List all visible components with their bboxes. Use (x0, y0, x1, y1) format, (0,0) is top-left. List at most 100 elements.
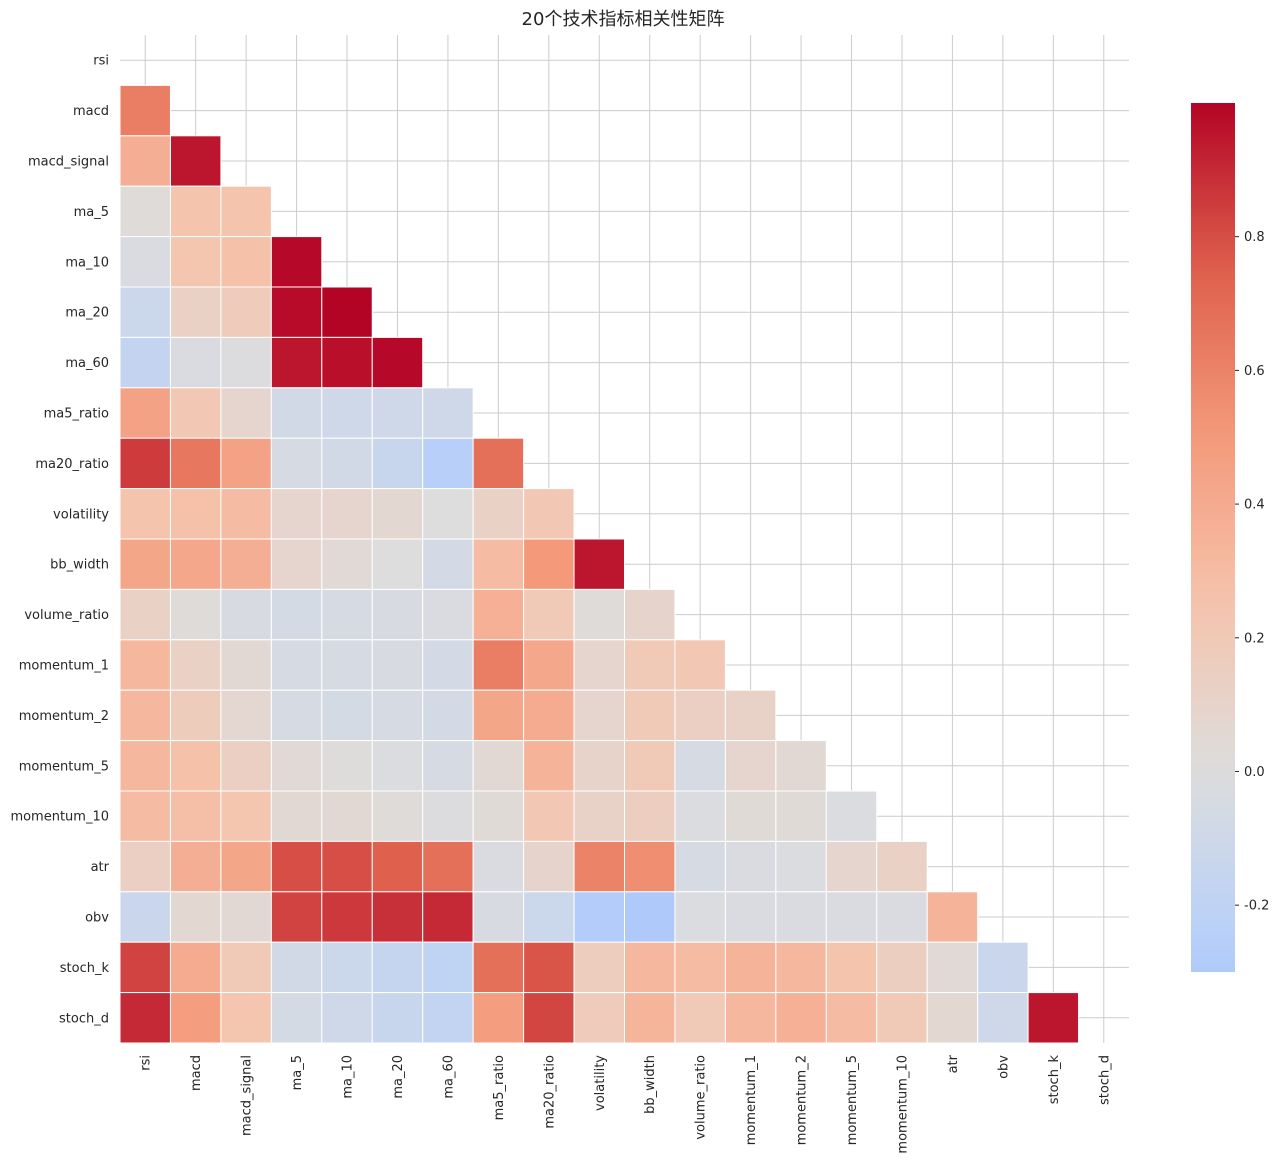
heatmap-cell-atr-volume_ratio (674, 840, 726, 893)
heatmap-cell-momentum_5-momentum_2 (775, 740, 827, 792)
heatmap-cell-stoch_d-momentum_10 (876, 992, 928, 1044)
heatmap-cell-momentum_5-ma5_ratio (472, 740, 525, 792)
heatmap-cell-momentum_5-macd_signal (220, 740, 272, 792)
heatmap-cell-momentum_1-ma_5 (270, 639, 323, 691)
heatmap-cell-momentum_10-rsi (119, 790, 171, 842)
heatmap-cell-ma_60-macd_signal (220, 336, 272, 389)
heatmap-cell-momentum_1-ma5_ratio (472, 639, 525, 691)
colorbar-tick-label: 0.8 (1244, 230, 1265, 245)
heatmap-cell-stoch_k-ma20_ratio (523, 941, 575, 994)
colorbar-tick-label: -0.2 (1244, 899, 1269, 914)
heatmap-cell-obv-ma_10 (321, 891, 373, 943)
heatmap-cell-ma_20-macd (169, 286, 222, 338)
heatmap-cell-ma_20-ma_5 (270, 286, 323, 338)
heatmap-cell-momentum_1-volume_ratio (674, 639, 726, 691)
heatmap-cell-momentum_10-ma5_ratio (472, 790, 525, 842)
heatmap-cell-atr-volatility (573, 840, 625, 893)
heatmap-cell-ma_10-ma_5 (270, 236, 323, 288)
heatmap-cell-ma_20-macd_signal (220, 286, 272, 338)
heatmap-cell-ma_60-ma_20 (371, 336, 424, 389)
heatmap-cell-stoch_d-momentum_1 (724, 992, 777, 1044)
heatmap-cell-atr-ma_10 (321, 840, 373, 893)
heatmap-cell-stoch_k-ma_60 (422, 941, 474, 994)
heatmap-cell-momentum_10-macd_signal (220, 790, 272, 842)
heatmap-cell-atr-ma_5 (270, 840, 323, 893)
heatmap-cell-volatility-macd (169, 488, 222, 540)
heatmap-cell-obv-volatility (573, 891, 625, 943)
heatmap-cell-atr-momentum_5 (825, 840, 878, 893)
heatmap-cell-momentum_10-bb_width (624, 790, 676, 842)
y-label-volume_ratio: volume_ratio (24, 608, 109, 623)
heatmap-cell-stoch_k-obv (977, 941, 1029, 994)
heatmap-cell-stoch_k-ma5_ratio (472, 941, 525, 994)
x-label-ma_10: ma_10 (341, 1055, 356, 1099)
heatmap-cell-obv-ma_5 (270, 891, 323, 943)
heatmap-cell-momentum_2-ma_60 (422, 689, 474, 742)
heatmap-cell-ma5_ratio-ma_10 (321, 387, 373, 439)
heatmap-cell-stoch_k-atr (926, 941, 979, 994)
heatmap-cell-momentum_2-ma_20 (371, 689, 424, 742)
heatmap-cell-obv-atr (926, 891, 979, 943)
heatmap-cell-stoch_d-stoch_k (1027, 992, 1080, 1044)
heatmap-cell-volume_ratio-volatility (573, 588, 625, 641)
heatmap-cell-stoch_d-ma5_ratio (472, 992, 525, 1044)
heatmap-cell-momentum_10-momentum_5 (825, 790, 878, 842)
heatmap-cell-stoch_k-ma_5 (270, 941, 323, 994)
heatmap-cell-momentum_1-ma_60 (422, 639, 474, 691)
heatmap-cell-volatility-ma_5 (270, 488, 323, 540)
y-label-ma20_ratio: ma20_ratio (35, 457, 109, 472)
heatmap-cell-atr-macd_signal (220, 840, 272, 893)
heatmap-cell-bb_width-ma_20 (371, 538, 424, 590)
heatmap-cell-stoch_k-volatility (573, 941, 625, 994)
heatmap-cell-stoch_k-momentum_1 (724, 941, 777, 994)
heatmap-cell-atr-momentum_2 (775, 840, 827, 893)
heatmap-cell-volatility-ma_60 (422, 488, 474, 540)
x-label-volatility: volatility (593, 1055, 608, 1111)
heatmap-cell-obv-momentum_1 (724, 891, 777, 943)
heatmap-cell-bb_width-rsi (119, 538, 171, 590)
colorbar-ticks: 0.8 0.6 0.4 0.2 0.0 -0.2 (1235, 230, 1269, 914)
heatmap-cell-stoch_d-ma_20 (371, 992, 424, 1044)
x-label-stoch_k: stoch_k (1047, 1055, 1062, 1105)
x-label-bb_width: bb_width (643, 1055, 658, 1114)
y-label-atr: atr (91, 860, 110, 875)
heatmap-cell-volatility-rsi (119, 488, 171, 540)
heatmap-cell-volume_ratio-ma_60 (422, 588, 474, 641)
heatmap-cell-ma5_ratio-macd_signal (220, 387, 272, 439)
heatmap-cell-momentum_1-volatility (573, 639, 625, 691)
heatmap-cell-macd_signal-macd (169, 135, 222, 187)
heatmap-cell-momentum_2-macd_signal (220, 689, 272, 742)
heatmap-cell-momentum_5-volume_ratio (674, 740, 726, 792)
x-label-ma_5: ma_5 (290, 1055, 305, 1090)
heatmap-cell-volume_ratio-ma5_ratio (472, 588, 525, 641)
heatmap-cell-momentum_5-ma_10 (321, 740, 373, 792)
heatmap-cell-atr-bb_width (624, 840, 676, 893)
heatmap-cell-volume_ratio-macd_signal (220, 588, 272, 641)
heatmap-cell-volume_ratio-ma_20 (371, 588, 424, 641)
heatmap-cell-obv-momentum_10 (876, 891, 928, 943)
heatmap-cell-ma20_ratio-ma_60 (422, 437, 474, 490)
heatmap-cell-volatility-ma5_ratio (472, 488, 525, 540)
heatmap-cell-stoch_k-macd_signal (220, 941, 272, 994)
heatmap-cell-stoch_k-volume_ratio (674, 941, 726, 994)
heatmap-cell-volume_ratio-rsi (119, 588, 171, 641)
heatmap-cell-momentum_1-ma_10 (321, 639, 373, 691)
heatmap-cell-stoch_d-ma_60 (422, 992, 474, 1044)
heatmap-cell-volume_ratio-ma_5 (270, 588, 323, 641)
heatmap-cell-momentum_5-ma_60 (422, 740, 474, 792)
heatmap-cell-ma20_ratio-macd (169, 437, 222, 490)
heatmap-cell-momentum_1-bb_width (624, 639, 676, 691)
heatmap-cell-momentum_10-ma20_ratio (523, 790, 575, 842)
y-label-momentum_1: momentum_1 (19, 659, 109, 674)
heatmap-cell-bb_width-volatility (573, 538, 625, 590)
heatmap-cell-ma20_ratio-ma5_ratio (472, 437, 525, 490)
heatmap-cell-momentum_5-rsi (119, 740, 171, 792)
heatmap-cell-momentum_2-bb_width (624, 689, 676, 742)
chart-title: 20个技术指标相关性矩阵 (522, 9, 725, 30)
heatmap-cell-obv-macd (169, 891, 222, 943)
heatmap-cell-stoch_d-momentum_2 (775, 992, 827, 1044)
heatmap-cell-bb_width-macd (169, 538, 222, 590)
heatmap-cell-obv-ma_60 (422, 891, 474, 943)
colorbar-tick-label: 0.4 (1244, 498, 1265, 513)
heatmap-cell-ma_5-rsi (119, 185, 171, 238)
